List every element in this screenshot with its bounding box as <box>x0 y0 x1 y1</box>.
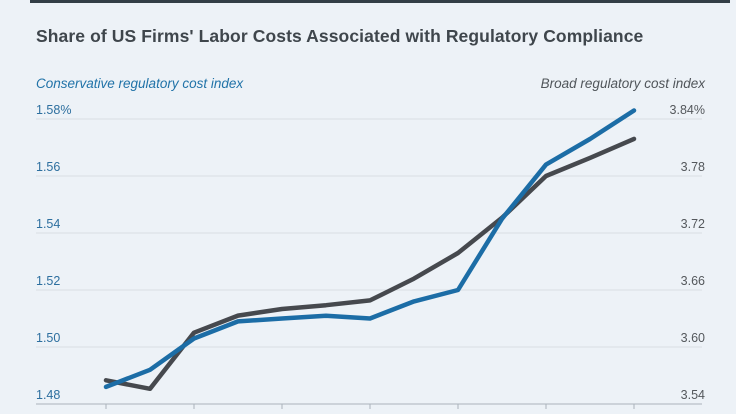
right-axis-tick-label: 3.78 <box>681 160 705 174</box>
chart-title: Share of US Firms' Labor Costs Associate… <box>36 26 644 46</box>
right-axis-tick-label: 3.54 <box>681 388 705 402</box>
left-axis-tick-label: 1.52 <box>36 274 60 288</box>
left-axis-tick-label: 1.58% <box>36 103 71 117</box>
left-axis-tick-label: 1.50 <box>36 331 60 345</box>
left-axis-tick-label: 1.54 <box>36 217 60 231</box>
right-axis-tick-label: 3.60 <box>681 331 705 345</box>
series-line-broad <box>103 136 637 392</box>
series-line-conservative <box>103 108 637 390</box>
left-axis-tick-label: 1.48 <box>36 388 60 402</box>
top-accent-bar <box>30 0 730 3</box>
left-axis-tick-label: 1.56 <box>36 160 60 174</box>
legend-left-axis-label: Conservative regulatory cost index <box>36 76 244 91</box>
right-axis-tick-label: 3.66 <box>681 274 705 288</box>
right-axis-tick-label: 3.84% <box>670 103 705 117</box>
legend-right-axis-label: Broad regulatory cost index <box>540 76 705 91</box>
right-axis-tick-label: 3.72 <box>681 217 705 231</box>
